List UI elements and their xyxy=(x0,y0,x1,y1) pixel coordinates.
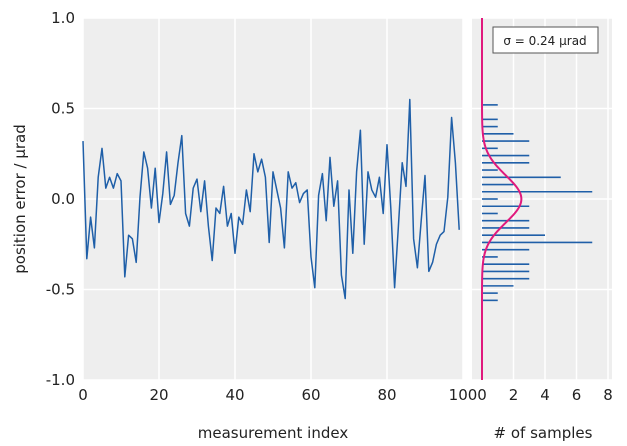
x-tick-label: 100 xyxy=(449,386,478,404)
hist-x-tick-label: 0 xyxy=(477,386,487,404)
x-tick-label: 0 xyxy=(78,386,88,404)
time-series-y-ticks: -1.0 -0.5 0.0 0.5 1.0 xyxy=(46,9,75,389)
gaussian-fit-curve xyxy=(481,18,523,380)
time-series-x-ticks: 0 20 40 60 80 100 xyxy=(78,386,477,404)
histogram-panel: 0 2 4 6 8 # of samples σ = 0.24 µrad xyxy=(472,17,613,442)
x-tick-label: 80 xyxy=(377,386,396,404)
y-tick-label: -1.0 xyxy=(46,371,75,389)
x-axis-label: measurement index xyxy=(198,424,349,442)
hist-x-tick-label: 6 xyxy=(572,386,582,404)
x-tick-label: 60 xyxy=(301,386,320,404)
x-tick-label: 40 xyxy=(225,386,244,404)
time-series-panel: 0 20 40 60 80 100 -1.0 -0.5 0.0 0.5 1.0 measureme… xyxy=(11,9,477,442)
sigma-annotation-box: σ = 0.24 µrad xyxy=(492,26,599,54)
y-tick-label: 1.0 xyxy=(51,9,75,27)
hist-x-tick-label: 4 xyxy=(540,386,550,404)
y-axis-label: position error / µrad xyxy=(11,124,29,274)
histogram-bars xyxy=(482,104,593,302)
series-line xyxy=(82,98,460,300)
sigma-annotation-text: σ = 0.24 µrad xyxy=(503,34,586,48)
hist-x-tick-label: 2 xyxy=(509,386,519,404)
time-series-lines xyxy=(82,98,460,300)
sigma-annotation-frame xyxy=(492,26,599,54)
histogram-x-axis-label: # of samples xyxy=(494,424,593,442)
hist-x-tick-label: 8 xyxy=(603,386,613,404)
y-tick-label: -0.5 xyxy=(46,281,75,299)
x-tick-label: 20 xyxy=(149,386,168,404)
time-series-grid xyxy=(82,17,464,381)
histogram-x-ticks: 0 2 4 6 8 xyxy=(477,386,613,404)
y-tick-label: 0.0 xyxy=(51,190,75,208)
y-tick-label: 0.5 xyxy=(51,100,75,118)
